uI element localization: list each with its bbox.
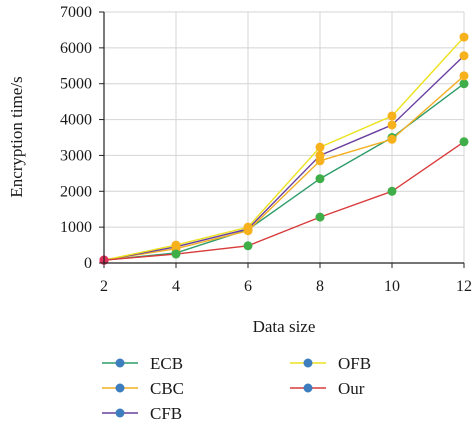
legend-label-ecb: ECB	[150, 354, 183, 373]
data-point-cfb	[387, 120, 397, 130]
legend-marker-ofb	[303, 358, 313, 368]
series-lines	[103, 36, 465, 261]
y-axis-label: Encryption time/s	[7, 76, 26, 197]
legend-marker-cbc	[115, 383, 125, 393]
legend: ECB CBC CFB OFB Our	[102, 354, 371, 423]
data-point-ofb	[459, 32, 469, 42]
legend-marker-cfb	[115, 408, 125, 418]
series-line-our	[103, 141, 465, 261]
data-point-cfb	[459, 51, 469, 61]
y-tick-label: 3000	[60, 147, 92, 164]
data-point-cfb	[315, 150, 325, 160]
legend-label-cbc: CBC	[150, 379, 184, 398]
x-tick-labels: 2 4 6 8 10 12	[100, 278, 472, 295]
y-tick-labels: 0 1000 2000 3000 4000 5000 6000 7000	[60, 4, 92, 272]
data-point-cbc	[387, 134, 397, 144]
grid	[103, 11, 465, 264]
x-tick-label: 4	[172, 278, 180, 295]
y-tick-label: 1000	[60, 219, 92, 236]
legend-label-our: Our	[338, 379, 365, 398]
x-tick-label: 2	[100, 278, 108, 295]
x-tick-label: 12	[456, 278, 472, 295]
legend-label-cfb: CFB	[150, 404, 182, 423]
x-tick-label: 10	[384, 278, 400, 295]
y-tick-label: 0	[84, 255, 92, 272]
x-tick-label: 6	[244, 278, 252, 295]
x-axis-label: Data size	[253, 317, 316, 336]
legend-marker-our	[303, 383, 313, 393]
data-point-ecb	[459, 79, 469, 89]
series-line-ecb	[103, 83, 465, 261]
data-point-our	[243, 241, 253, 251]
y-tick-label: 5000	[60, 76, 92, 93]
series-line-cbc	[103, 75, 465, 261]
y-tick-label: 2000	[60, 183, 92, 200]
series-line-cfb	[103, 55, 465, 261]
data-point-our	[387, 186, 397, 196]
data-point-cbc	[459, 71, 469, 81]
y-tick-label: 4000	[60, 112, 92, 129]
data-point-ofb	[315, 142, 325, 152]
axes	[99, 11, 465, 268]
legend-marker-ecb	[115, 358, 125, 368]
y-tick-label: 6000	[60, 40, 92, 57]
legend-label-ofb: OFB	[338, 354, 371, 373]
data-point-ofb	[387, 111, 397, 121]
data-point-ecb	[315, 174, 325, 184]
data-point-ofb	[243, 222, 253, 232]
data-point-our	[315, 212, 325, 222]
series-markers	[99, 32, 469, 265]
data-point-our	[459, 137, 469, 147]
x-tick-label: 8	[316, 278, 324, 295]
data-point-our	[171, 249, 181, 259]
y-tick-label: 7000	[60, 4, 92, 21]
series-line-ofb	[103, 36, 465, 261]
data-point-ofb	[171, 240, 181, 250]
